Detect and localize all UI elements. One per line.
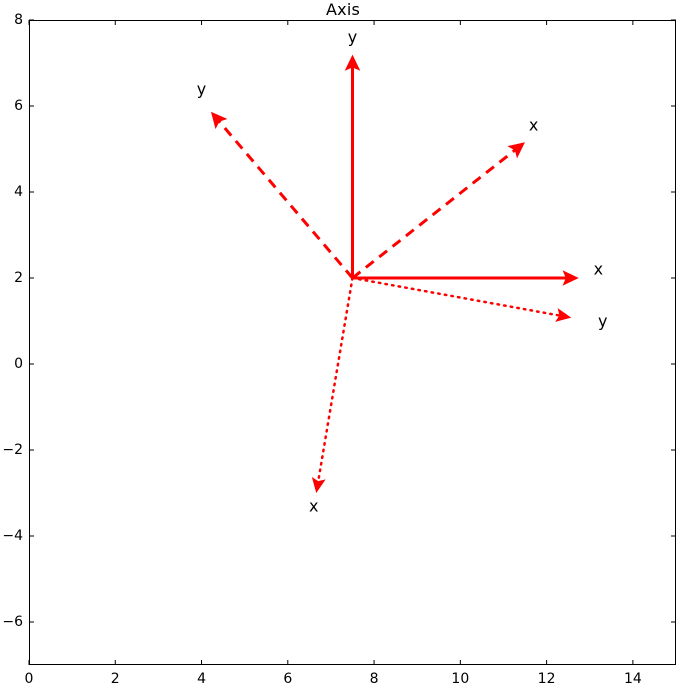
dotted-x-axis-label: x [308,496,319,516]
x-tick-label: 0 [24,671,34,687]
x-tick-label: 10 [451,671,470,687]
chart-title: Axis [326,0,360,19]
dashed-y-axis-label: y [196,79,207,99]
solid-x-axis-label: x [593,259,604,279]
dashed-x-axis-label: x [528,115,539,135]
y-tick-label: 6 [14,98,23,114]
x-tick-label: 2 [110,671,120,687]
solid-y-axis-label: y [347,27,358,47]
plot-area [29,20,676,665]
y-tick-label: 8 [14,12,23,28]
x-tick-label: 8 [369,671,379,687]
y-tick-label: 2 [14,270,23,286]
x-tick-label: 12 [537,671,556,687]
x-tick-label: 4 [197,671,206,687]
y-tick-label: 4 [14,184,23,200]
y-tick-label: −4 [2,528,23,544]
y-tick-label: 0 [14,356,23,372]
x-tick-label: 14 [623,671,642,687]
dotted-y-axis-label: y [597,311,608,331]
x-tick-label: 6 [283,671,293,687]
y-tick-label: −6 [2,614,23,630]
y-tick-label: −2 [2,442,23,458]
